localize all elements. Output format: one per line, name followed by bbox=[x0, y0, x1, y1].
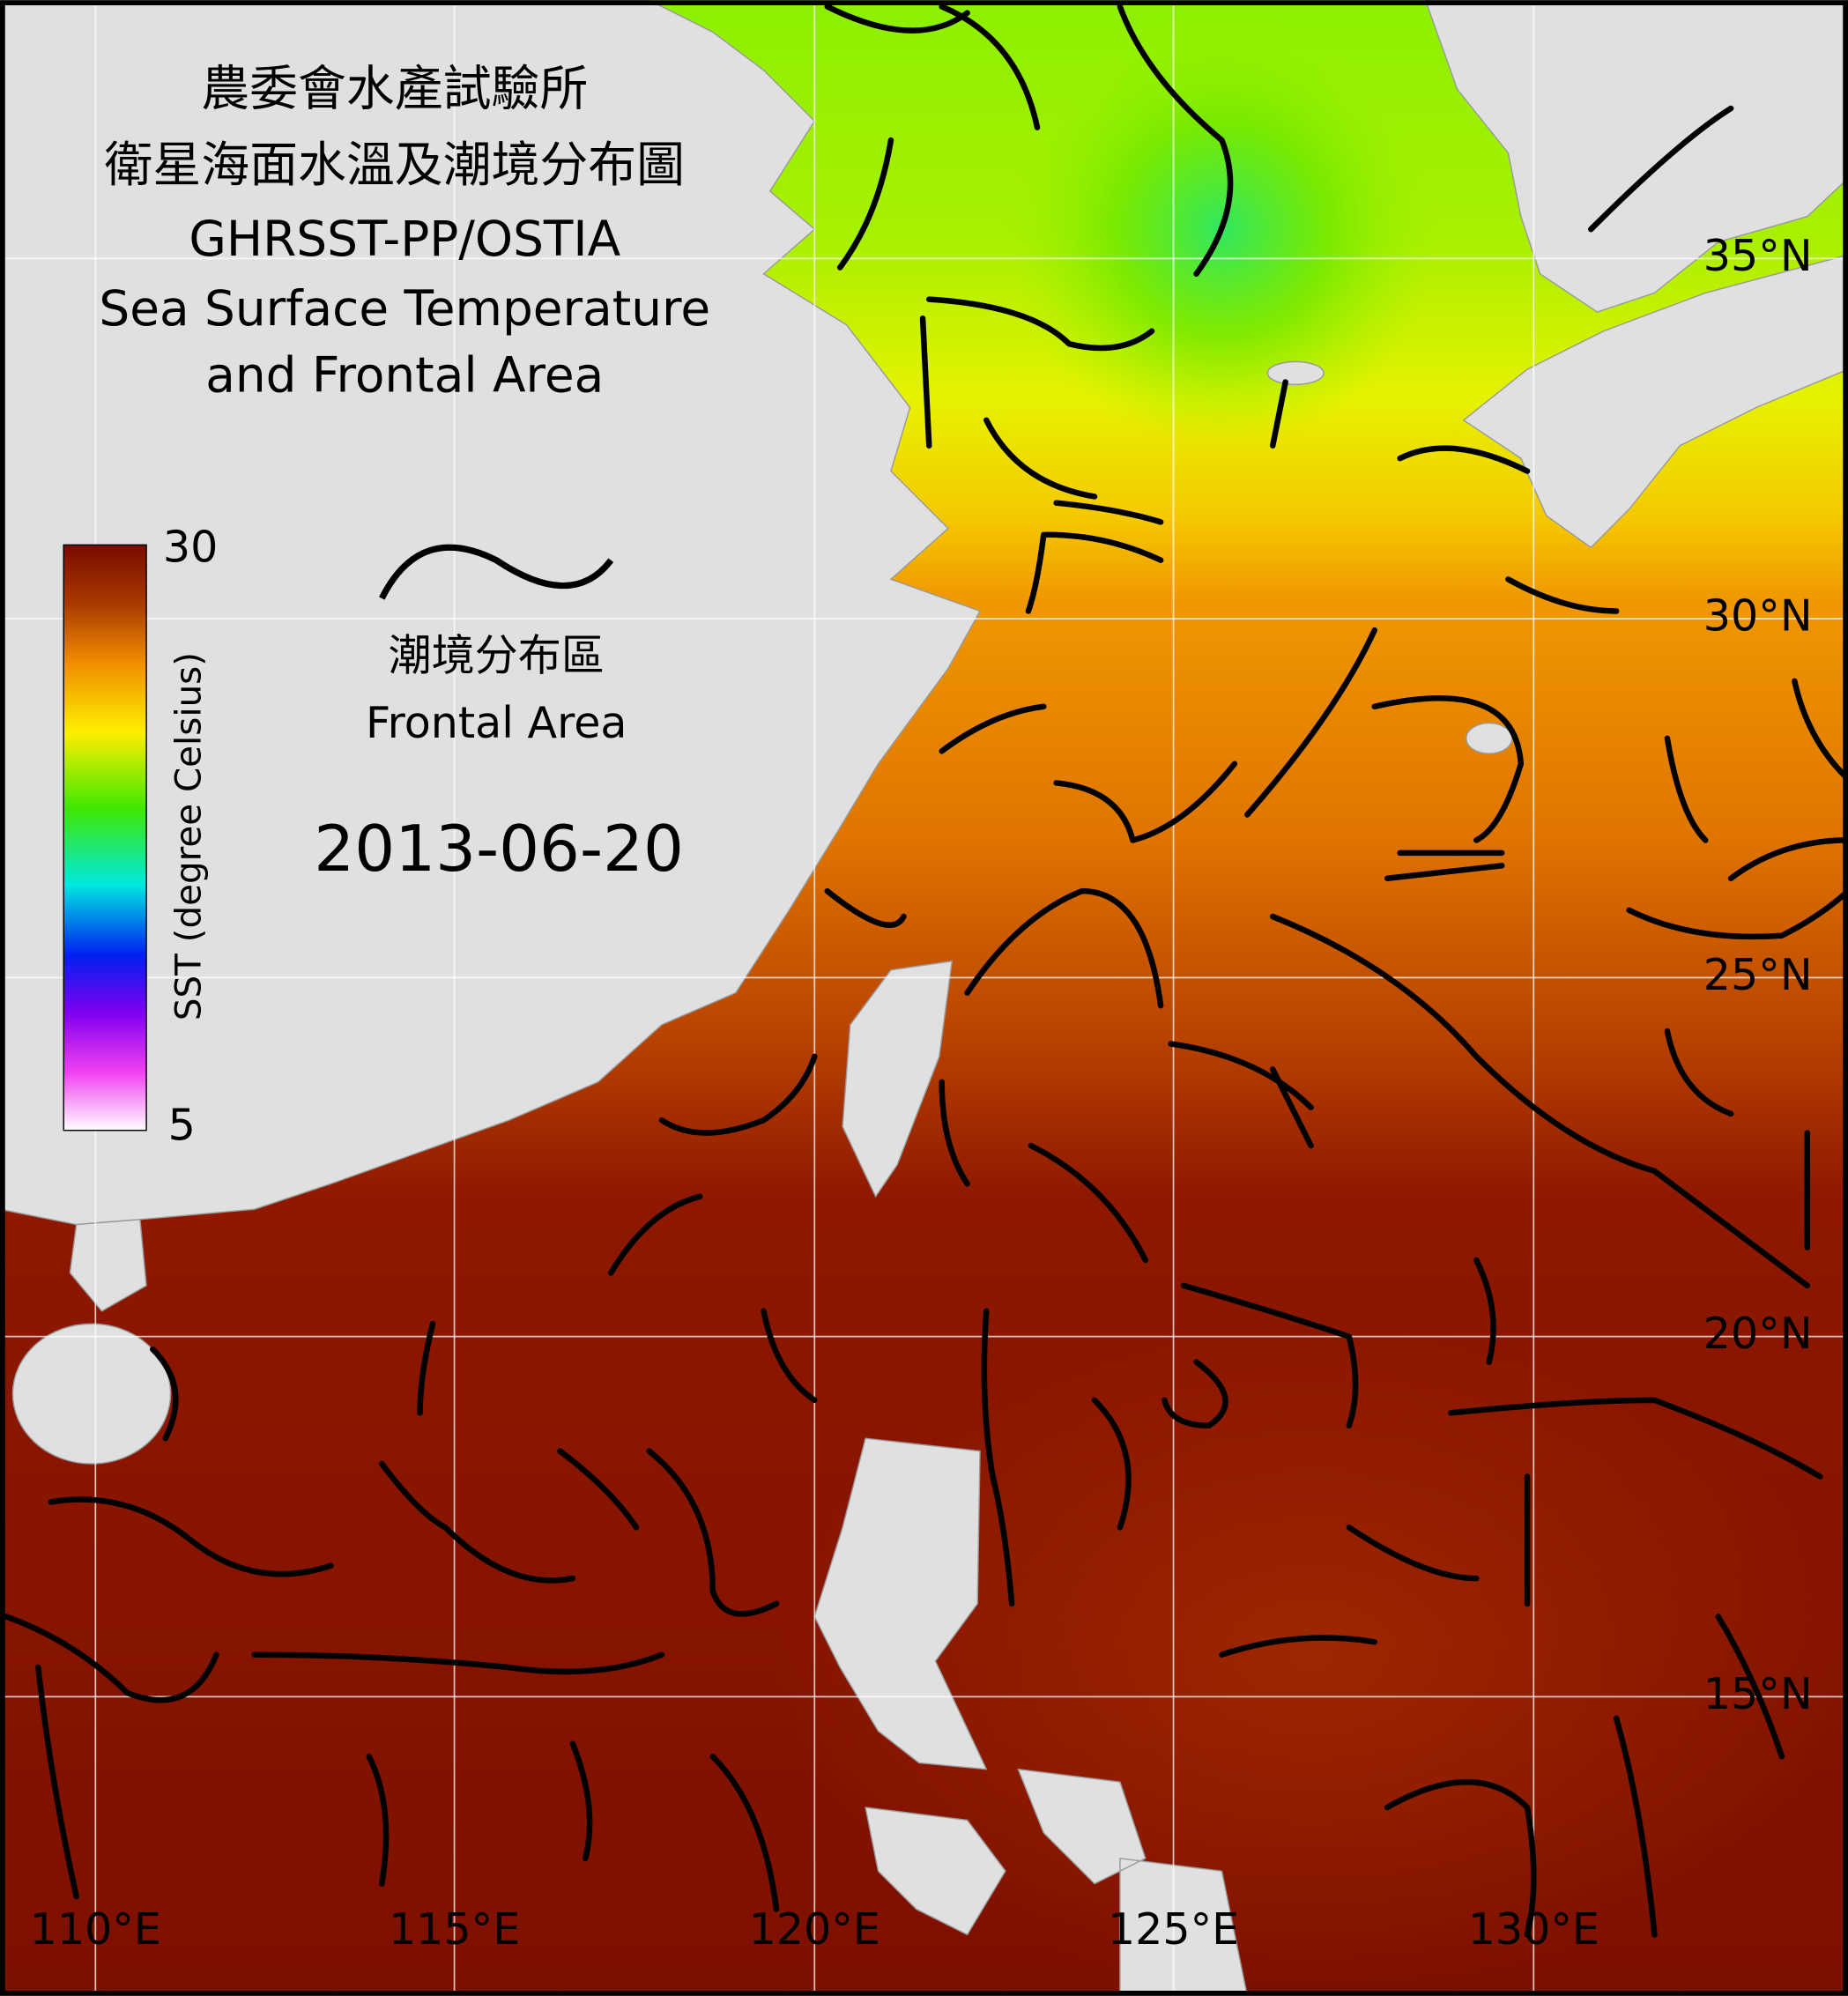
front bbox=[1244, 627, 1378, 818]
front bbox=[3, 1614, 219, 1703]
frontal-areas bbox=[3, 4, 1848, 1938]
front bbox=[417, 1320, 436, 1416]
lat-label: 25°N bbox=[1703, 949, 1813, 1000]
korea bbox=[1424, 0, 1848, 313]
front bbox=[1473, 1257, 1496, 1365]
title-zh: 農委會水產試驗所 bbox=[201, 60, 588, 116]
front bbox=[824, 887, 907, 928]
front bbox=[1269, 379, 1288, 449]
island bbox=[1466, 722, 1513, 754]
island bbox=[1266, 360, 1325, 386]
front bbox=[1346, 1525, 1480, 1582]
front bbox=[1269, 913, 1811, 1289]
front bbox=[1613, 1715, 1658, 1938]
legend-symbol bbox=[379, 544, 614, 600]
front bbox=[1715, 1614, 1785, 1760]
front bbox=[1043, 531, 1164, 563]
front bbox=[1626, 887, 1848, 940]
front bbox=[1053, 761, 1238, 843]
lon-label: 115°E bbox=[389, 1903, 520, 1955]
front bbox=[150, 1346, 179, 1442]
front bbox=[1091, 1397, 1132, 1531]
front bbox=[1180, 1282, 1359, 1429]
lon-label: 125°E bbox=[1108, 1903, 1239, 1955]
front bbox=[1269, 1066, 1314, 1149]
front bbox=[939, 1079, 970, 1187]
colorbar bbox=[63, 544, 147, 1132]
front bbox=[607, 1193, 703, 1276]
front bbox=[1384, 1778, 1537, 1938]
front bbox=[1792, 678, 1848, 780]
front bbox=[1448, 1397, 1823, 1480]
front bbox=[569, 1740, 593, 1862]
front bbox=[251, 1651, 665, 1675]
front bbox=[658, 1053, 818, 1136]
front bbox=[1397, 445, 1531, 474]
front bbox=[1505, 576, 1620, 614]
front bbox=[709, 1754, 780, 1912]
lon-label: 130°E bbox=[1468, 1903, 1599, 1955]
lon-label: 110°E bbox=[30, 1903, 161, 1955]
front bbox=[824, 4, 970, 33]
title-en: Sea Surface Temperature bbox=[99, 280, 710, 337]
front bbox=[1025, 531, 1047, 614]
front bbox=[1664, 1028, 1734, 1117]
front bbox=[919, 315, 932, 449]
front bbox=[1028, 1142, 1149, 1264]
japan bbox=[1462, 254, 1848, 549]
front bbox=[366, 1754, 390, 1887]
mainland bbox=[0, 0, 982, 1226]
front bbox=[1117, 4, 1234, 277]
luzon bbox=[813, 1437, 988, 1770]
front bbox=[761, 1308, 818, 1404]
colorbar-max: 30 bbox=[163, 522, 218, 573]
front bbox=[983, 417, 1098, 500]
date: 2013-06-20 bbox=[314, 812, 684, 887]
front bbox=[964, 887, 1164, 1009]
hainan bbox=[11, 1323, 172, 1465]
front bbox=[1219, 1635, 1378, 1658]
title-en: GHRSST-PP/OSTIA bbox=[189, 211, 620, 267]
front bbox=[48, 1496, 334, 1577]
legend-label-en: Frontal Area bbox=[366, 697, 627, 748]
colorbar-label: SST (degree Celsius) bbox=[167, 652, 210, 1020]
front bbox=[981, 1308, 1015, 1607]
legend-label-zh: 潮境分布區 bbox=[389, 629, 605, 680]
front bbox=[836, 137, 894, 271]
front bbox=[1727, 837, 1848, 881]
front bbox=[1371, 695, 1525, 843]
front bbox=[1664, 735, 1709, 843]
front bbox=[1168, 1041, 1314, 1110]
lat-label: 20°N bbox=[1703, 1308, 1813, 1359]
title-en: and Frontal Area bbox=[205, 346, 604, 403]
subtitle-zh: 衛星海面水溫及潮境分布圖 bbox=[104, 137, 685, 193]
front bbox=[646, 1448, 780, 1617]
front bbox=[939, 703, 1047, 754]
front bbox=[1053, 500, 1164, 525]
front bbox=[1161, 1359, 1228, 1429]
colorbar-min: 5 bbox=[168, 1099, 196, 1150]
front bbox=[1588, 105, 1734, 233]
front bbox=[926, 296, 1155, 352]
lon-label: 120°E bbox=[749, 1903, 880, 1955]
front bbox=[1384, 850, 1505, 881]
front bbox=[379, 1460, 576, 1584]
front bbox=[35, 1664, 79, 1900]
front bbox=[939, 4, 1041, 130]
lat-label: 15°N bbox=[1703, 1668, 1813, 1719]
lat-label: 35°N bbox=[1703, 230, 1813, 281]
front bbox=[557, 1448, 640, 1531]
lat-label: 30°N bbox=[1703, 590, 1813, 642]
peninsula bbox=[69, 1219, 147, 1312]
